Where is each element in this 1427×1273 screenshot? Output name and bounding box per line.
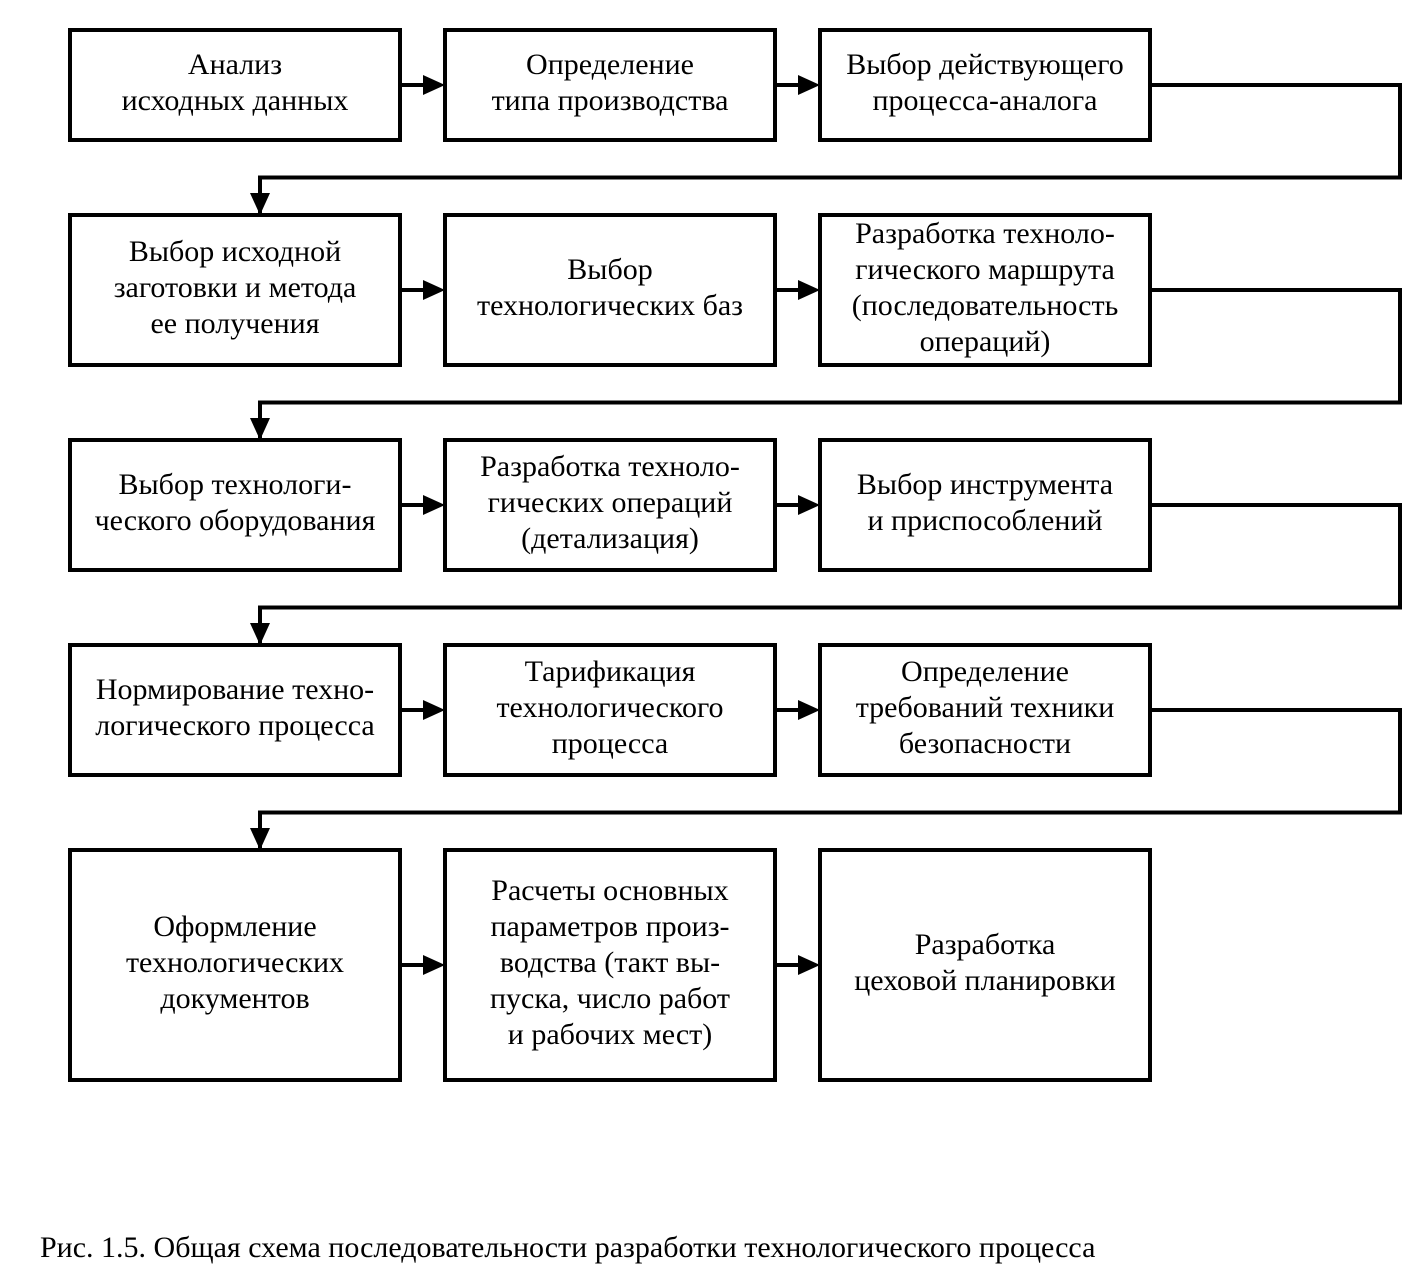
arrow-head-icon bbox=[423, 495, 445, 515]
flowchart-canvas: Анализисходных данныхОпределениетипа про… bbox=[0, 0, 1427, 1273]
flow-node-label: документов bbox=[160, 982, 309, 1015]
arrow-head-icon bbox=[250, 193, 270, 215]
flow-node: Оформлениетехнологическихдокументов bbox=[70, 850, 400, 1080]
flow-node: Анализисходных данных bbox=[70, 30, 400, 140]
flow-node-label: и рабочих мест) bbox=[508, 1018, 712, 1051]
flow-node-label: Тарификация bbox=[525, 655, 696, 688]
flow-node: Выбор технологи-ческого оборудования bbox=[70, 440, 400, 570]
flow-node-label: процесса bbox=[552, 727, 668, 760]
flow-node-label: процесса-аналога bbox=[872, 84, 1097, 117]
flow-node-label: гических операций bbox=[488, 486, 733, 519]
flow-node-label: заготовки и метода bbox=[114, 271, 357, 304]
flow-node: Разработка техноло-гических операций(дет… bbox=[445, 440, 775, 570]
flow-node: Выбор исходнойзаготовки и методаее получ… bbox=[70, 215, 400, 365]
arrow-head-icon bbox=[423, 700, 445, 720]
flow-node-label: водства (такт вы- bbox=[500, 946, 720, 979]
flow-node-label: Анализ bbox=[188, 48, 282, 81]
flow-node-label: ческого оборудования bbox=[95, 504, 376, 537]
flow-node-label: Разработка bbox=[915, 928, 1056, 961]
flow-node: Расчеты основныхпараметров произ-водства… bbox=[445, 850, 775, 1080]
flow-node-label: Выбор технологи- bbox=[119, 468, 352, 501]
flow-node-label: и приспособлений bbox=[867, 504, 1102, 537]
flow-node-label: параметров произ- bbox=[490, 910, 729, 943]
flow-node-label: гического маршрута bbox=[855, 253, 1115, 286]
arrow-head-icon bbox=[798, 700, 820, 720]
flow-node-label: Определение bbox=[526, 48, 694, 81]
arrow-head-icon bbox=[423, 280, 445, 300]
arrow-head-icon bbox=[798, 280, 820, 300]
flow-node-label: требований техники bbox=[856, 691, 1115, 724]
flow-node: Нормирование техно-логического процесса bbox=[70, 645, 400, 775]
flow-node: Выбортехнологических баз bbox=[445, 215, 775, 365]
flow-node-label: Оформление bbox=[153, 910, 316, 943]
flow-node-label: технологического bbox=[496, 691, 723, 724]
arrow-head-icon bbox=[798, 75, 820, 95]
flow-node-label: (детализация) bbox=[521, 522, 699, 555]
flow-node-label: технологических баз bbox=[477, 289, 743, 322]
flow-node: Определениетребований техникибезопасност… bbox=[820, 645, 1150, 775]
flow-node-label: типа производства bbox=[492, 84, 729, 117]
flow-node-label: Разработка техноло- bbox=[480, 450, 740, 483]
flow-node: Разработка техноло-гического маршрута(по… bbox=[820, 215, 1150, 365]
flow-node-label: Расчеты основных bbox=[491, 874, 728, 907]
flow-node-label: ее получения bbox=[150, 307, 319, 340]
arrow-head-icon bbox=[798, 955, 820, 975]
flow-node-label: Выбор инструмента bbox=[857, 468, 1113, 501]
flow-node-label: Выбор bbox=[567, 253, 652, 286]
flow-node: Выбор инструментаи приспособлений bbox=[820, 440, 1150, 570]
flow-node: Выбор действующегопроцесса-аналога bbox=[820, 30, 1150, 140]
flow-node-label: Определение bbox=[901, 655, 1069, 688]
flow-node: Тарификациятехнологическогопроцесса bbox=[445, 645, 775, 775]
flow-node: Определениетипа производства bbox=[445, 30, 775, 140]
flow-node-label: безопасности bbox=[899, 727, 1071, 760]
arrow-head-icon bbox=[798, 495, 820, 515]
flow-node-label: операций) bbox=[920, 325, 1051, 358]
flow-node-label: цеховой планировки bbox=[854, 964, 1116, 997]
flow-node-label: исходных данных bbox=[122, 84, 349, 117]
arrow-head-icon bbox=[250, 418, 270, 440]
flow-node-label: Выбор исходной bbox=[129, 235, 341, 268]
figure-caption: Рис. 1.5. Общая схема последовательности… bbox=[40, 1231, 1095, 1264]
arrow-head-icon bbox=[423, 955, 445, 975]
flow-node-label: логического процесса bbox=[95, 709, 374, 742]
flow-node-label: технологических bbox=[126, 946, 344, 979]
arrow-head-icon bbox=[250, 828, 270, 850]
flow-node-label: (последовательность bbox=[852, 289, 1119, 322]
arrow-head-icon bbox=[423, 75, 445, 95]
flow-node: Разработкацеховой планировки bbox=[820, 850, 1150, 1080]
flow-node-label: Выбор действующего bbox=[846, 48, 1124, 81]
flow-node-label: Разработка техноло- bbox=[855, 217, 1115, 250]
flow-node-label: Нормирование техно- bbox=[96, 673, 374, 706]
arrow-head-icon bbox=[250, 623, 270, 645]
flow-node-label: пуска, число работ bbox=[490, 982, 730, 1015]
